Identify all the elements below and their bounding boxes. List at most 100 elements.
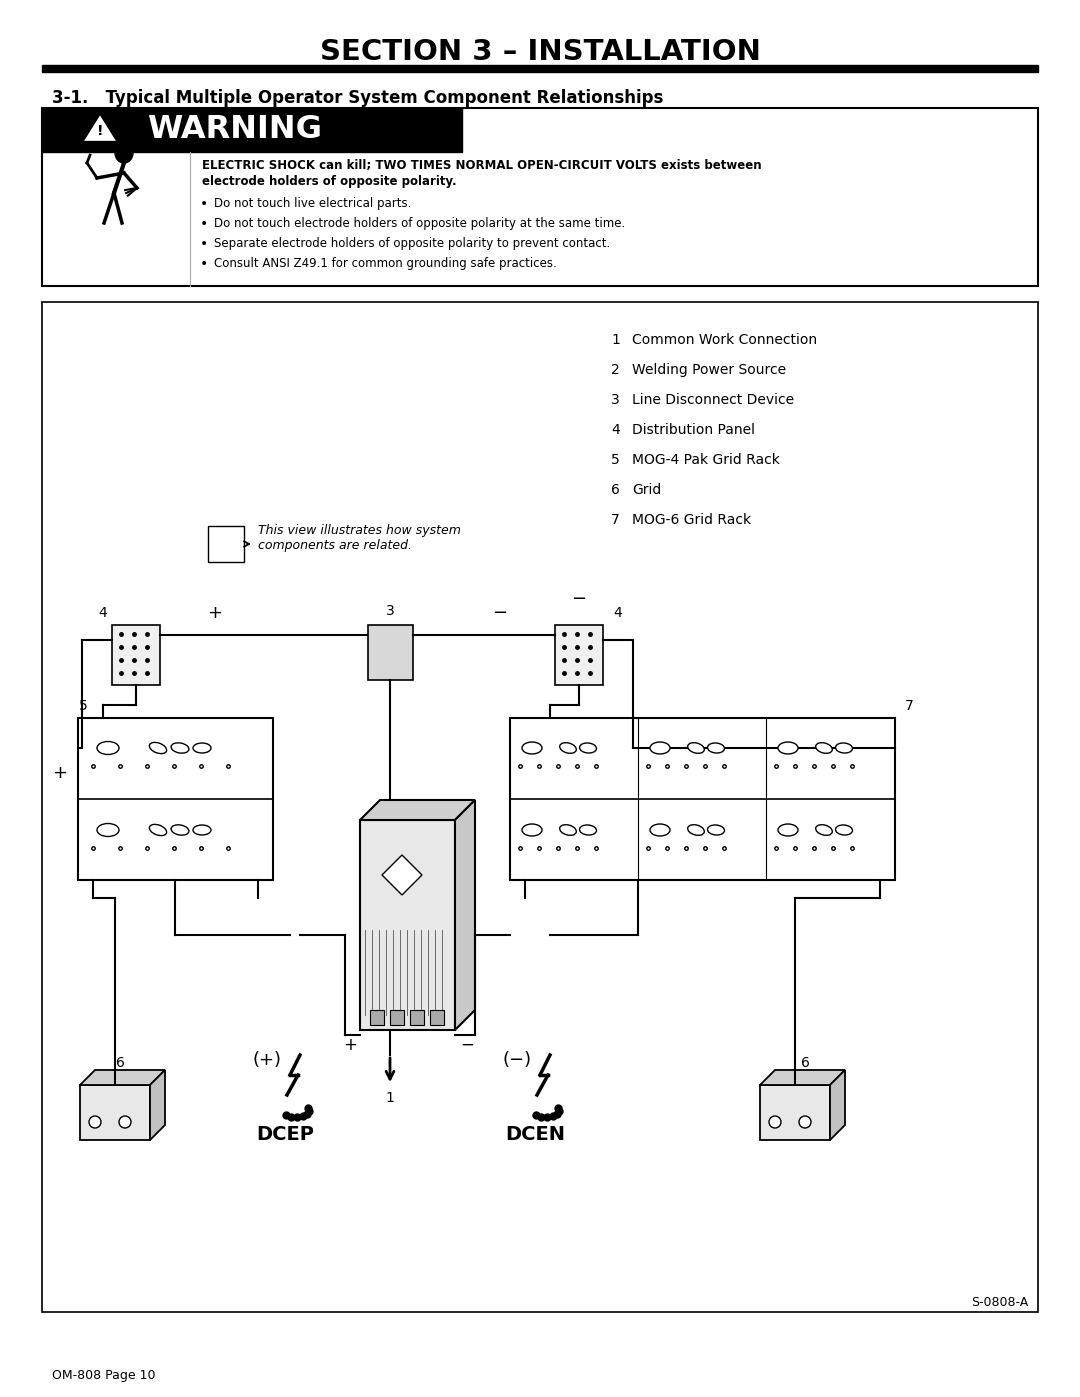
Text: This view illustrates how system
components are related.: This view illustrates how system compone… <box>258 524 461 552</box>
Text: OM-808 Page 10: OM-808 Page 10 <box>52 1369 156 1382</box>
Text: 4: 4 <box>613 606 622 620</box>
Text: (−): (−) <box>502 1051 531 1069</box>
Polygon shape <box>760 1070 845 1085</box>
Text: 7: 7 <box>905 698 914 712</box>
Text: Grid: Grid <box>632 483 661 497</box>
Text: Common Work Connection: Common Work Connection <box>632 332 818 346</box>
Text: 3: 3 <box>386 604 394 617</box>
Text: WARNING: WARNING <box>147 115 322 145</box>
Ellipse shape <box>193 743 211 753</box>
Text: +: + <box>343 1037 356 1053</box>
Bar <box>80 1085 150 1140</box>
Bar <box>208 527 244 562</box>
Ellipse shape <box>559 743 577 753</box>
Ellipse shape <box>836 743 852 753</box>
Text: 6: 6 <box>611 483 620 497</box>
Text: +: + <box>53 764 67 782</box>
Bar <box>42 108 462 152</box>
Text: 1: 1 <box>386 1091 394 1105</box>
Text: 2: 2 <box>611 363 620 377</box>
Text: 4: 4 <box>611 423 620 437</box>
Text: 2: 2 <box>426 805 434 819</box>
Text: 5: 5 <box>79 698 87 712</box>
Text: 6: 6 <box>800 1056 809 1070</box>
Ellipse shape <box>650 742 670 754</box>
Text: ELECTRIC SHOCK can kill; TWO TIMES NORMAL OPEN-CIRCUIT VOLTS exists between: ELECTRIC SHOCK can kill; TWO TIMES NORMA… <box>202 158 761 172</box>
Circle shape <box>89 1116 102 1127</box>
Text: •: • <box>200 217 208 231</box>
Text: 3: 3 <box>611 393 620 407</box>
Text: Separate electrode holders of opposite polarity to prevent contact.: Separate electrode holders of opposite p… <box>214 237 610 250</box>
Bar <box>78 718 273 880</box>
Text: 4: 4 <box>98 606 107 620</box>
Text: −: − <box>492 604 508 622</box>
Text: SECTION 3 – INSTALLATION: SECTION 3 – INSTALLATION <box>320 38 760 66</box>
Bar <box>430 1010 444 1025</box>
Text: DCEN: DCEN <box>505 1126 565 1144</box>
Text: Do not touch live electrical parts.: Do not touch live electrical parts. <box>214 197 411 211</box>
Bar <box>112 624 160 685</box>
Text: Consult ANSI Z49.1 for common grounding safe practices.: Consult ANSI Z49.1 for common grounding … <box>214 257 557 271</box>
Circle shape <box>119 1116 131 1127</box>
Text: Welding Power Source: Welding Power Source <box>632 363 786 377</box>
Text: •: • <box>200 257 208 271</box>
Polygon shape <box>455 800 475 1030</box>
Ellipse shape <box>97 742 119 754</box>
Ellipse shape <box>580 743 596 753</box>
Text: •: • <box>200 237 208 251</box>
Ellipse shape <box>815 824 833 835</box>
Ellipse shape <box>580 826 596 835</box>
Text: 3-1.   Typical Multiple Operator System Component Relationships: 3-1. Typical Multiple Operator System Co… <box>52 89 663 108</box>
Ellipse shape <box>97 823 119 837</box>
Text: •: • <box>200 197 208 211</box>
Text: electrode holders of opposite polarity.: electrode holders of opposite polarity. <box>202 176 457 189</box>
Text: +: + <box>207 604 222 622</box>
Text: −: − <box>571 590 586 608</box>
Polygon shape <box>360 800 475 820</box>
Text: Do not touch electrode holders of opposite polarity at the same time.: Do not touch electrode holders of opposi… <box>214 218 625 231</box>
Ellipse shape <box>149 824 166 835</box>
Text: DCEP: DCEP <box>256 1126 314 1144</box>
Text: 5: 5 <box>611 453 620 467</box>
Text: −: − <box>460 1037 474 1053</box>
Ellipse shape <box>559 824 577 835</box>
Bar <box>42 302 1038 1312</box>
Ellipse shape <box>171 824 189 835</box>
Ellipse shape <box>193 826 211 835</box>
Text: 1: 1 <box>611 332 620 346</box>
Bar <box>555 624 603 685</box>
Ellipse shape <box>836 826 852 835</box>
Ellipse shape <box>688 743 704 753</box>
Ellipse shape <box>114 142 133 163</box>
Polygon shape <box>86 117 114 140</box>
Bar <box>360 820 455 1030</box>
Bar <box>410 1010 424 1025</box>
Ellipse shape <box>815 743 833 753</box>
Bar <box>390 1010 404 1025</box>
Ellipse shape <box>171 743 189 753</box>
Bar <box>510 718 895 880</box>
Circle shape <box>799 1116 811 1127</box>
Ellipse shape <box>707 743 725 753</box>
Bar <box>370 1010 384 1025</box>
Ellipse shape <box>650 824 670 835</box>
Text: MOG-6 Grid Rack: MOG-6 Grid Rack <box>632 513 751 527</box>
Text: S-0808-A: S-0808-A <box>971 1295 1028 1309</box>
Ellipse shape <box>149 742 166 753</box>
Ellipse shape <box>522 824 542 835</box>
Bar <box>42 108 1038 286</box>
Text: Line Disconnect Device: Line Disconnect Device <box>632 393 794 407</box>
Bar <box>760 1085 831 1140</box>
Polygon shape <box>382 855 422 895</box>
Text: MOG-4 Pak Grid Rack: MOG-4 Pak Grid Rack <box>632 453 780 467</box>
Polygon shape <box>80 1070 165 1085</box>
Polygon shape <box>831 1070 845 1140</box>
Text: (+): (+) <box>253 1051 282 1069</box>
Ellipse shape <box>707 826 725 835</box>
Circle shape <box>769 1116 781 1127</box>
Ellipse shape <box>778 824 798 835</box>
Text: !: ! <box>97 124 104 138</box>
Text: 7: 7 <box>611 513 620 527</box>
Text: Distribution Panel: Distribution Panel <box>632 423 755 437</box>
Polygon shape <box>150 1070 165 1140</box>
